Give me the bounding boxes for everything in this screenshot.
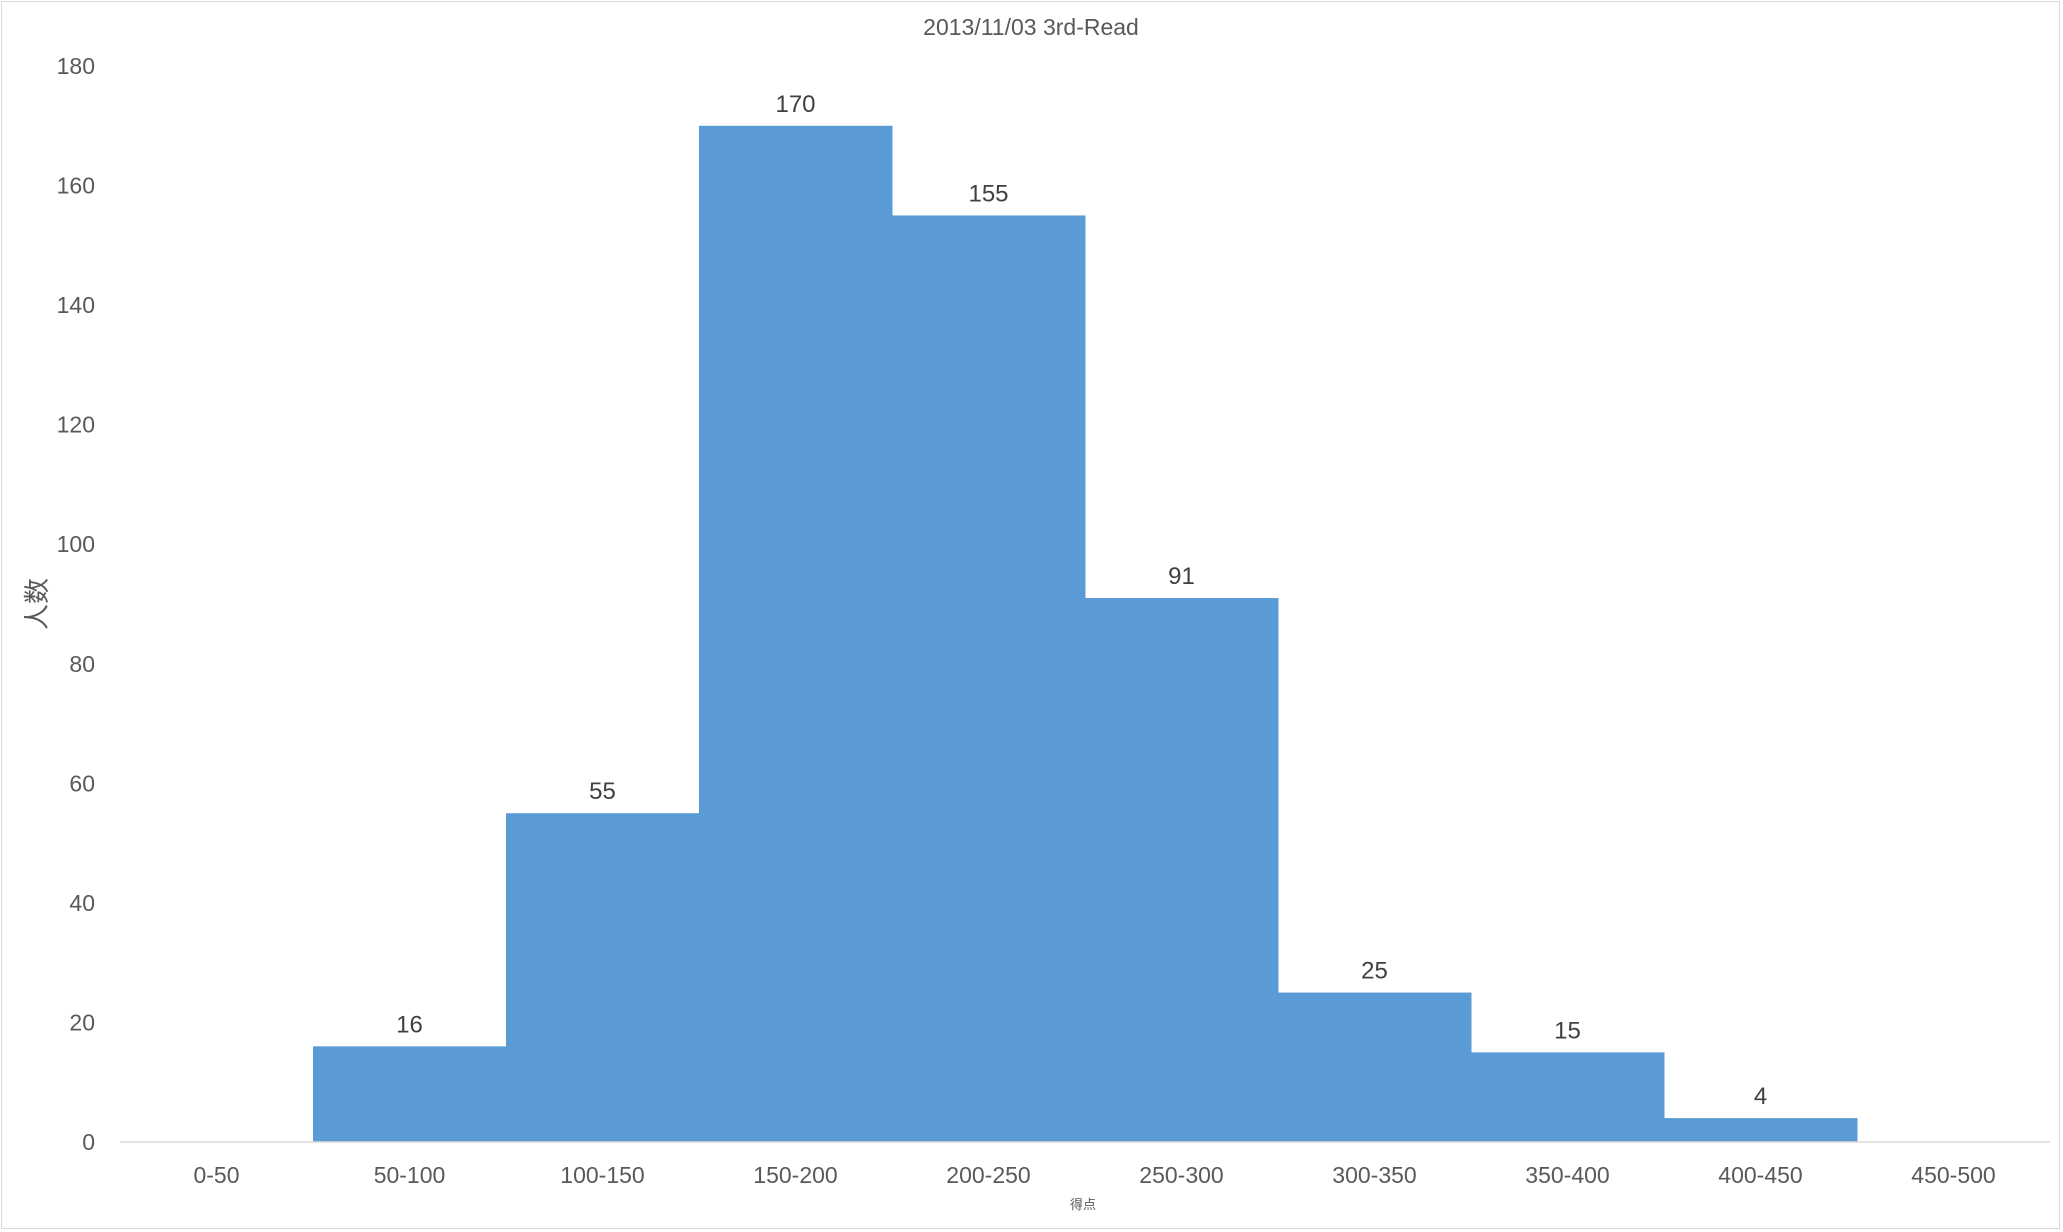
y-tick-label: 120 bbox=[57, 412, 95, 438]
data-label: 15 bbox=[1554, 1017, 1581, 1044]
bar bbox=[1085, 598, 1279, 1142]
bar bbox=[892, 215, 1086, 1142]
data-label: 170 bbox=[775, 91, 815, 118]
x-tick-label: 50-100 bbox=[374, 1162, 446, 1188]
y-tick-label: 80 bbox=[69, 651, 95, 677]
bar bbox=[1471, 1052, 1665, 1142]
data-label: 91 bbox=[1168, 563, 1195, 590]
data-labels: 16 55 170 155 91 25 15 4 bbox=[396, 91, 1767, 1110]
data-label: 55 bbox=[589, 778, 616, 805]
x-tick-label: 150-200 bbox=[753, 1162, 837, 1188]
bar bbox=[1278, 992, 1472, 1142]
y-tick-label: 20 bbox=[69, 1009, 95, 1035]
x-axis-ticks: 0-50 50-100 100-150 150-200 200-250 250-300 30… bbox=[193, 1162, 1995, 1188]
y-axis-ticks: 0 20 40 60 80 100 120 140 160 180 bbox=[57, 53, 95, 1155]
data-label: 4 bbox=[1754, 1083, 1767, 1110]
y-tick-label: 60 bbox=[69, 770, 95, 796]
chart-title: 2013/11/03 3rd-Read bbox=[923, 14, 1139, 40]
x-axis-title: 得点 bbox=[1070, 1197, 1096, 1213]
data-label: 25 bbox=[1361, 958, 1388, 985]
x-tick-label: 400-450 bbox=[1718, 1162, 1802, 1188]
data-label: 155 bbox=[968, 180, 1008, 207]
y-tick-label: 140 bbox=[57, 292, 95, 318]
y-tick-label: 180 bbox=[57, 53, 95, 79]
bar bbox=[699, 125, 893, 1143]
bar bbox=[1664, 1118, 1858, 1142]
y-tick-label: 100 bbox=[57, 531, 95, 557]
bar bbox=[506, 813, 700, 1142]
y-tick-label: 0 bbox=[82, 1129, 95, 1155]
x-tick-label: 450-500 bbox=[1911, 1162, 1995, 1188]
data-label: 16 bbox=[396, 1011, 423, 1038]
x-tick-label: 250-300 bbox=[1139, 1162, 1223, 1188]
x-tick-label: 350-400 bbox=[1525, 1162, 1609, 1188]
bar bbox=[313, 1046, 507, 1142]
bars bbox=[313, 125, 1858, 1143]
y-tick-label: 40 bbox=[69, 890, 95, 916]
x-tick-label: 0-50 bbox=[193, 1162, 239, 1188]
x-tick-label: 200-250 bbox=[946, 1162, 1030, 1188]
x-tick-label: 300-350 bbox=[1332, 1162, 1416, 1188]
y-axis-title: 人数 bbox=[23, 578, 53, 630]
y-tick-label: 160 bbox=[57, 173, 95, 199]
x-tick-label: 100-150 bbox=[560, 1162, 644, 1188]
